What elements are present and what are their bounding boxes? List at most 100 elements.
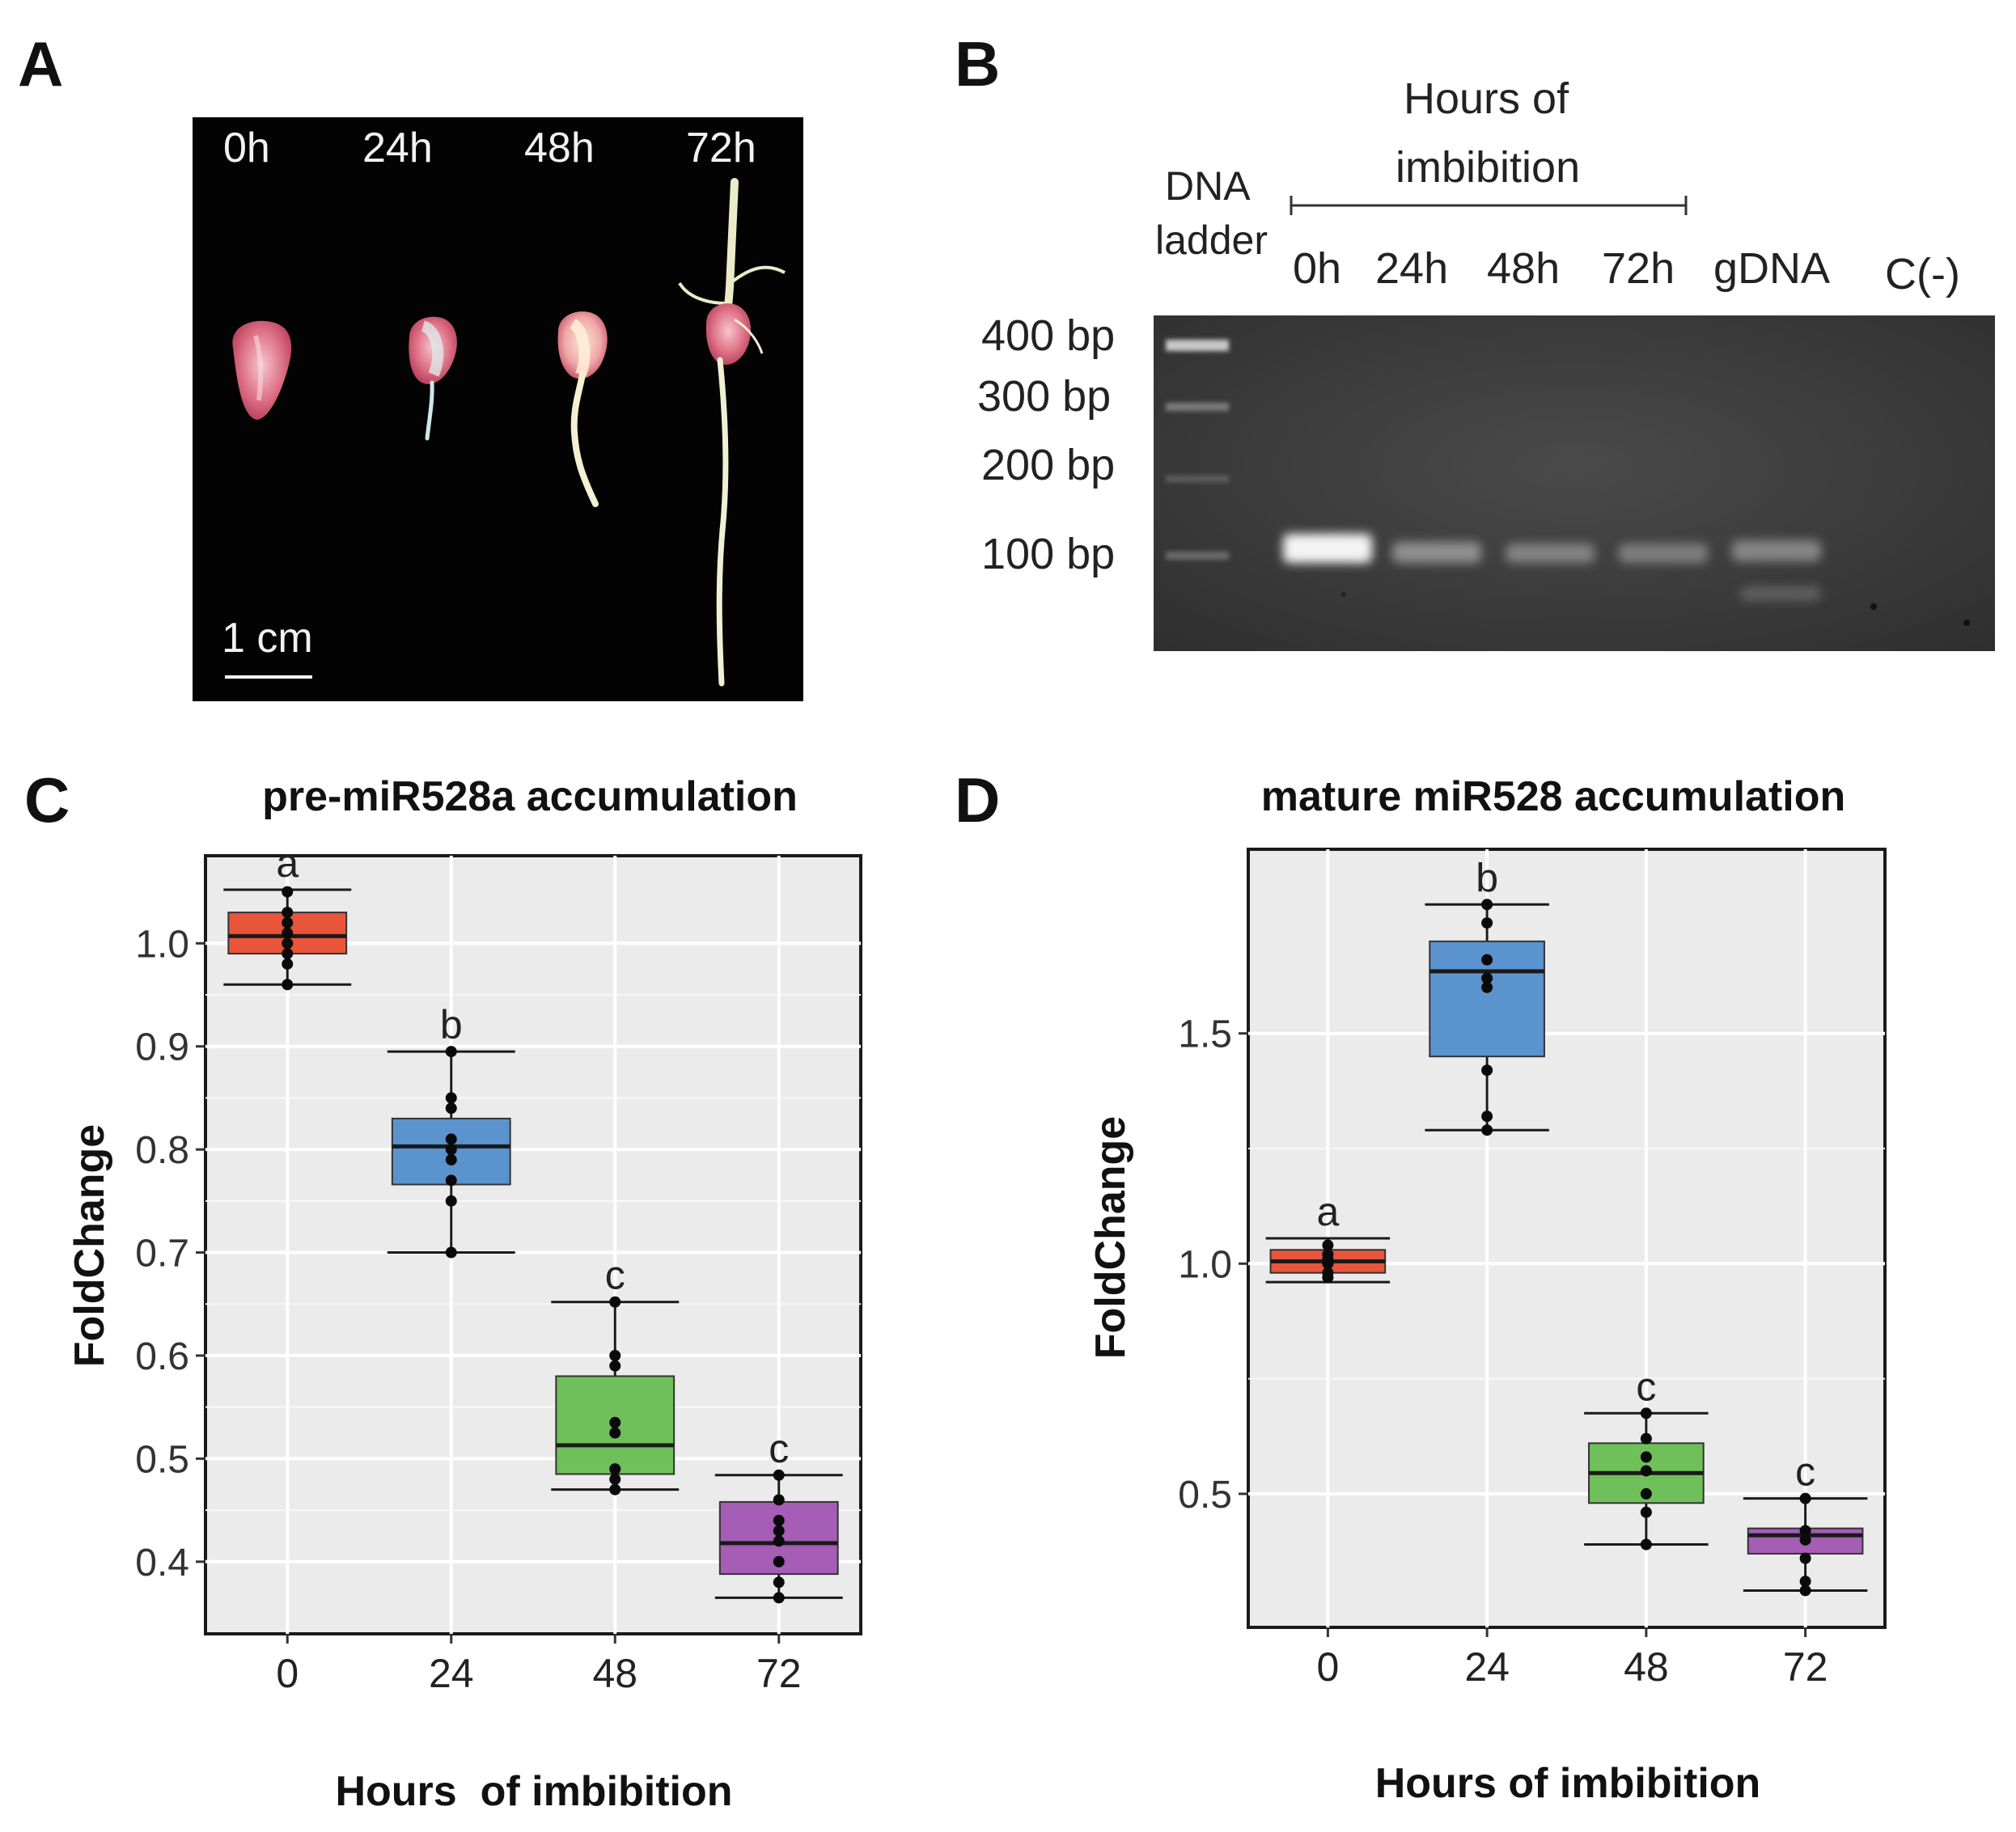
chart-c-data-point [282,927,294,939]
chart-c-data-point [773,1535,785,1547]
chart-c-data-point [773,1514,785,1526]
size-label-400: 400 bp [981,311,1116,360]
photo-label-24h: 24h [362,125,433,171]
chart-c-data-point [609,1473,621,1485]
chart-c-data-point [445,1174,457,1187]
chart-c-significance-letter: b [440,1002,463,1047]
chart-c-data-point [773,1576,785,1589]
ladder-band-300 [1166,403,1229,411]
chart-c-data-point [282,948,294,960]
size-label-300: 300 bp [977,372,1112,421]
chart-c-y-tick-label: 0.9 [135,1026,189,1069]
chart-d-boxes: a b c c [1265,855,1868,1597]
chart-c-x-ticks: 0 24 48 72 [276,1634,802,1696]
gel-bands [1154,315,1995,651]
seed-0h [232,320,292,420]
seedling-drawings [225,178,786,687]
gel-header-bracket [1290,196,1688,215]
chart-c-data-point [282,886,294,898]
chart-c-y-tick-label: 0.5 [135,1438,189,1481]
chart-c-data-point [773,1555,785,1568]
band-0h [1283,534,1372,563]
seed-24h [409,316,457,441]
scale-bar-label: 1 cm [222,615,313,662]
chart-c-data-point [445,1144,457,1156]
photo-label-72h: 72h [686,125,756,171]
chart-d-y-tick-label: 0.5 [1178,1474,1232,1517]
chart-c-data-point [609,1463,621,1475]
chart-d-y-tick-label: 1.5 [1178,1013,1232,1056]
band-24h [1392,542,1481,563]
photo-label-0h: 0h [223,125,270,171]
photo-label-48h: 48h [524,125,595,171]
chart-d-x-tick-label: 72 [1783,1644,1828,1690]
chart-d-x-axis-label: Hours of imbibition [1375,1760,1761,1807]
panel-label-d: D [955,764,1001,836]
lane-label-0h: 0h [1293,244,1342,293]
chart-c-boxes: a b c c [223,840,843,1604]
band-72h [1619,544,1708,563]
chart-c-data-point [609,1296,621,1308]
chart-d-data-point [1799,1584,1811,1597]
chart-d-data-point [1799,1525,1811,1537]
chart-c-x-tick-label: 0 [276,1651,299,1696]
chart-d-data-point [1799,1492,1811,1504]
ladder-band-100 [1166,552,1229,560]
chart-c-significance-letter: c [769,1426,789,1471]
panel-label-c: C [24,764,70,836]
lane-label-48h: 48h [1487,244,1561,293]
chart-d-x-tick-label: 24 [1464,1644,1510,1690]
chart-d-data-point [1481,1124,1493,1136]
chart-c-significance-letter: a [276,840,299,886]
chart-d-data-point [1322,1248,1334,1260]
chart-c-data-point [609,1483,621,1496]
lane-label-gdna: gDNA [1713,244,1831,293]
chart-d-data-point [1481,954,1493,966]
chart-c-y-tick-label: 0.6 [135,1335,189,1378]
chart-c-x-axis-label: Hours of imbibition [335,1768,732,1815]
lane-label-24h: 24h [1375,244,1449,293]
chart-d-y-axis-label-rotated: FoldChange [1087,1116,1134,1359]
chart-c-title: pre-miR528a accumulation [262,773,798,820]
chart-c-y-tick-label: 1.0 [135,923,189,966]
chart-d-y-tick-label: 1.0 [1178,1243,1232,1286]
chart-c-y-tick-label: 0.8 [135,1129,189,1172]
chart-c-x-tick-label: 72 [756,1651,802,1696]
chart-c-data-point [773,1592,785,1604]
agarose-gel [1154,315,1995,651]
chart-d-significance-letter: a [1316,1189,1339,1234]
chart-c-data-point [445,1195,457,1207]
chart-d-significance-letter: c [1795,1449,1815,1495]
chart-d-data-point [1481,972,1493,984]
chart-d: mature miR528 accumulation 0.5 1.0 1.5 0 24… [1087,773,1887,1807]
chart-c-data-point [282,958,294,970]
chart-c-significance-letter: c [605,1253,625,1298]
chart-d-data-point [1799,1534,1811,1546]
chart-c-data-point [445,1153,457,1166]
chart-d-significance-letter: c [1636,1364,1656,1409]
size-label-100: 100 bp [981,530,1116,578]
chart-d-data-point [1322,1239,1334,1251]
chart-c-data-point [773,1469,785,1481]
ladder-band-200 [1166,476,1229,482]
chart-d-data-point [1481,1111,1493,1123]
chart-c-data-point [445,1092,457,1104]
gel-header-line2: imbibition [1396,143,1581,192]
chart-c-data-point [282,979,294,991]
chart-c-data-point [282,907,294,919]
chart-d-data-point [1640,1432,1652,1445]
chart-c-data-point [445,1102,457,1115]
band-48h [1506,544,1595,563]
chart-c-data-point [609,1427,621,1439]
chart-d-data-point [1481,1064,1493,1077]
chart-d-data-point [1799,1552,1811,1564]
ladder-label-line1: DNA [1165,163,1251,209]
chart-d-data-point [1481,981,1493,993]
chart-c: pre-miR528a accumulation 0.4 0.5 0.6 0.7 0.8… [66,773,862,1815]
chart-d-y-ticks: 0.5 1.0 1.5 [1178,1013,1248,1517]
chart-d-data-point [1640,1465,1652,1477]
gel-header-line1: Hours of [1404,74,1569,123]
chart-d-data-point [1640,1538,1652,1551]
lane-label-negative-control: C(-) [1885,250,1960,298]
seed-48h [557,311,608,507]
